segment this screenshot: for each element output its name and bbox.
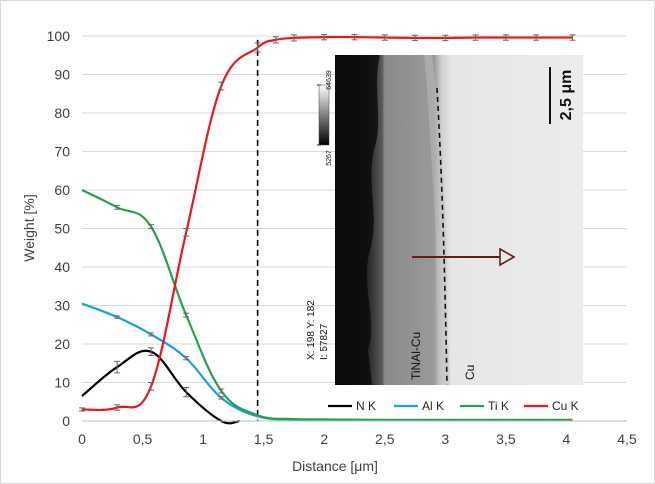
y-tick-label: 0 [62, 413, 70, 429]
series-line [81, 35, 573, 412]
y-tick-label: 100 [47, 28, 71, 44]
x-tick-label: 1 [199, 431, 207, 447]
y-tick-label: 10 [54, 375, 70, 391]
series-ti-k [81, 189, 573, 421]
x-tick-label: 3 [441, 431, 449, 447]
legend-label: Cu K [552, 399, 579, 413]
colorbar-max-label: 64639 [326, 70, 333, 90]
y-tick-label: 70 [54, 144, 70, 160]
scale-bar-label: 2,5 μm [558, 70, 575, 121]
x-tick-label: 1,5 [254, 431, 274, 447]
sem-inset-image: 64639 5267 2,5 μm X: 198 Y: 182 I: 57827… [306, 55, 583, 386]
linescan-arrow-head [499, 247, 516, 267]
interface-band [424, 55, 450, 385]
legend-label: Al K [422, 399, 444, 413]
y-tick-label: 60 [54, 182, 70, 198]
series-n-k [81, 347, 240, 425]
x-tick-label: 2 [320, 431, 328, 447]
coordinate-readout: X: 198 Y: 182 [306, 300, 317, 360]
legend: N K Al K Ti K Cu K [322, 396, 580, 416]
layer-label-cu: Cu [463, 365, 477, 380]
colorbar [318, 84, 330, 146]
data-series [79, 33, 576, 425]
y-tick-label: 40 [54, 259, 70, 275]
y-axis-title: Weight [%] [21, 194, 37, 261]
colorbar-min-label: 5267 [326, 150, 333, 166]
y-tick-label: 30 [54, 298, 70, 314]
x-tick-label: 0 [78, 431, 86, 447]
dark-substrate-region [335, 55, 380, 385]
layer-label-tinal-cu: TiNAl-Cu [409, 332, 423, 380]
legend-label: Ti K [488, 399, 509, 413]
y-tick-label: 20 [54, 336, 70, 352]
series-line [81, 349, 240, 425]
x-tick-label: 0,5 [133, 431, 153, 447]
x-tick-label: 2,5 [375, 431, 395, 447]
interface-dashed-line [436, 87, 448, 386]
x-tick-label: 4,5 [617, 431, 637, 447]
x-tick-label: 4 [563, 431, 571, 447]
y-tick-label: 90 [54, 67, 70, 83]
legend-label: N K [356, 399, 376, 413]
series-cu-k [79, 33, 576, 412]
y-tick-labels: 0 10 20 30 40 50 60 70 80 90 100 [47, 28, 71, 429]
intensity-readout: I: 57827 [319, 323, 330, 360]
x-tick-label: 3,5 [496, 431, 516, 447]
legend-background [322, 396, 580, 416]
x-axis-title: Distance [μm] [292, 458, 378, 474]
y-tick-label: 80 [54, 105, 70, 121]
y-tick-label: 50 [54, 221, 70, 237]
x-tick-labels: 0 0,5 1 1,5 2 2,5 3 3,5 4 4,5 [78, 431, 637, 447]
